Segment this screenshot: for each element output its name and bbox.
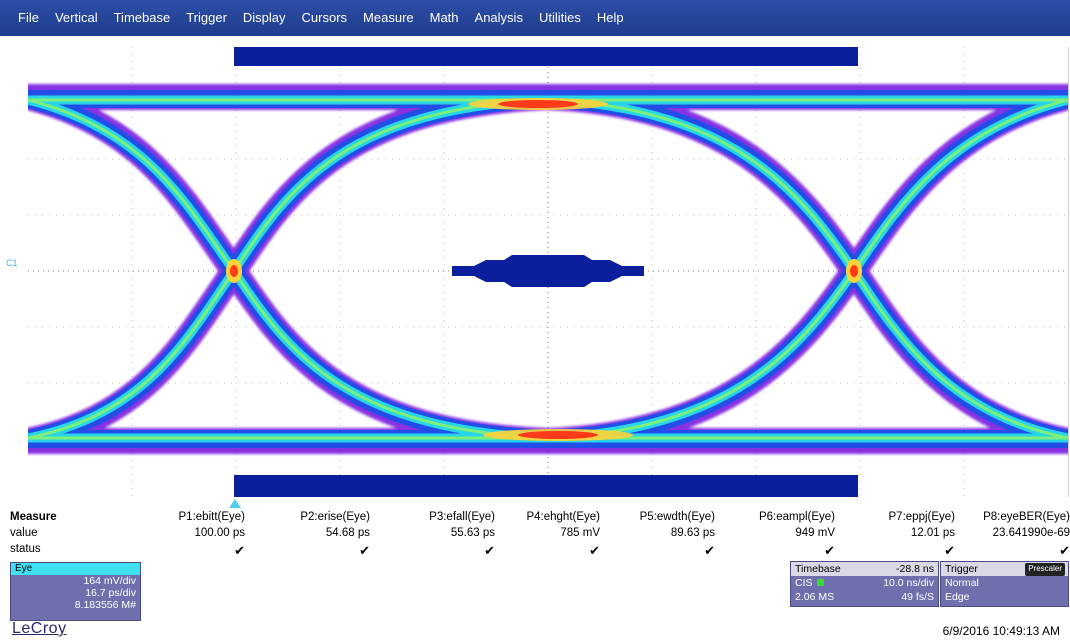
scope-screen[interactable]	[28, 47, 1069, 497]
density-hotspots	[226, 98, 862, 441]
param-value-p8: 23.641990e-69	[992, 527, 1070, 539]
menu-analysis[interactable]: Analysis	[474, 10, 523, 25]
timebase-header: Timebase -28.8 ns	[791, 562, 938, 576]
timebase-rate: 49 fs/S	[901, 591, 934, 603]
timebase-title: Timebase	[795, 563, 841, 575]
param-name-p5[interactable]: P5:ewdth(Eye)	[639, 511, 715, 523]
param-name-p7[interactable]: P7:eppj(Eye)	[888, 511, 955, 523]
status-label: status	[10, 543, 41, 555]
eye-count: 8.183556 M#	[74, 599, 136, 611]
trigger-title: Trigger	[945, 563, 978, 575]
menu-file[interactable]: File	[18, 10, 39, 25]
menu-display[interactable]: Display	[242, 10, 286, 25]
timebase-tdiv: 10.0 ns/div	[883, 577, 934, 589]
param-name-p1[interactable]: P1:ebitt(Eye)	[178, 511, 245, 523]
datetime-readout: 6/9/2016 10:49:13 AM	[942, 624, 1060, 638]
timebase-row-2: 2.06 MS 49 fs/S	[791, 590, 938, 604]
menu-help[interactable]: Help	[596, 10, 624, 25]
menu-timebase[interactable]: Timebase	[113, 10, 171, 25]
eye-panel-title: Eye	[11, 563, 140, 575]
status-check-icon: ✔	[1059, 543, 1070, 558]
timebase-samples: 2.06 MS	[795, 591, 835, 603]
menu-trigger[interactable]: Trigger	[186, 10, 227, 25]
mask-top	[234, 47, 858, 66]
status-check-icon: ✔	[234, 543, 245, 558]
measure-title[interactable]: Measure	[10, 511, 57, 523]
param-name-p8[interactable]: P8:eyeBER(Eye)	[983, 511, 1070, 523]
value-label: value	[10, 527, 38, 539]
eye-diagram	[28, 47, 1068, 497]
status-check-icon: ✔	[704, 543, 715, 558]
measure-value-row: value 100.00 ps 54.68 ps 55.63 ps 785 mV…	[10, 527, 1070, 543]
trigger-panel[interactable]: Trigger Prescaler Normal Edge	[940, 561, 1069, 607]
param-value-p6: 949 mV	[795, 527, 835, 539]
timebase-mode: CIS	[795, 577, 813, 589]
status-check-icon: ✔	[824, 543, 835, 558]
param-name-p6[interactable]: P6:eampl(Eye)	[758, 511, 835, 523]
menu-bar: File Vertical Timebase Trigger Display C…	[0, 0, 1070, 36]
param-value-p3: 55.63 ps	[450, 527, 495, 539]
prescaler-badge: Prescaler	[1025, 563, 1065, 576]
timebase-delay: -28.8 ns	[896, 563, 934, 575]
menu-vertical[interactable]: Vertical	[54, 10, 98, 25]
mask-bottom	[234, 475, 858, 497]
measure-status-row: status ✔ ✔ ✔ ✔ ✔ ✔ ✔ ✔	[10, 543, 1070, 559]
param-value-p1: 100.00 ps	[194, 527, 245, 539]
measure-header-row: Measure P1:ebitt(Eye) P2:erise(Eye) P3:e…	[10, 511, 1070, 527]
menu-math[interactable]: Math	[429, 10, 459, 25]
status-check-icon: ✔	[484, 543, 495, 558]
status-check-icon: ✔	[944, 543, 955, 558]
eye-tdiv: 16.7 ps/div	[85, 587, 136, 599]
mask-center	[452, 255, 644, 287]
lecroy-logo: LeCroy	[12, 620, 67, 637]
timebase-row-1: CIS 10.0 ns/div	[791, 576, 938, 590]
channel-marker: C1	[6, 258, 18, 268]
eye-vdiv: 164 mV/div	[83, 575, 136, 587]
menu-measure[interactable]: Measure	[363, 10, 414, 25]
trigger-header: Trigger Prescaler	[941, 562, 1068, 576]
eye-trace-panel[interactable]: Eye 164 mV/div 16.7 ps/div 8.183556 M#	[10, 562, 141, 621]
status-dot-icon	[816, 579, 824, 586]
trigger-mode: Normal	[945, 577, 979, 589]
param-name-p3[interactable]: P3:efall(Eye)	[429, 511, 495, 523]
param-value-p4: 785 mV	[560, 527, 600, 539]
menu-utilities[interactable]: Utilities	[538, 10, 581, 25]
menu-cursors[interactable]: Cursors	[301, 10, 348, 25]
trigger-position-marker-icon	[229, 499, 241, 508]
timebase-panel[interactable]: Timebase -28.8 ns CIS 10.0 ns/div 2.06 M…	[790, 561, 939, 607]
trigger-type: Edge	[945, 591, 970, 603]
param-value-p5: 89.63 ps	[670, 527, 715, 539]
param-value-p7: 12.01 ps	[910, 527, 955, 539]
param-name-p2[interactable]: P2:erise(Eye)	[300, 511, 370, 523]
param-name-p4[interactable]: P4:ehght(Eye)	[526, 511, 600, 523]
status-check-icon: ✔	[359, 543, 370, 558]
status-check-icon: ✔	[589, 543, 600, 558]
param-value-p2: 54.68 ps	[325, 527, 370, 539]
